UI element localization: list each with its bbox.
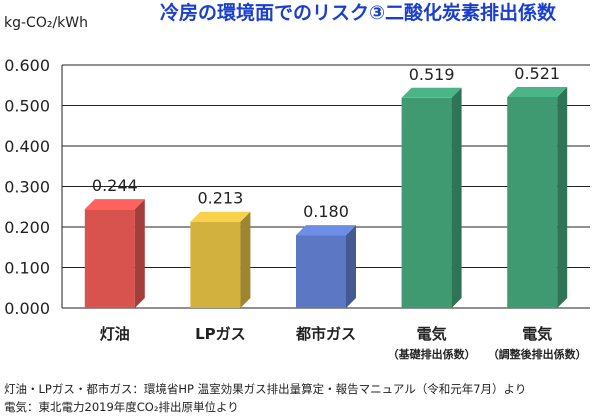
y-tick-label: 0.600 [4,56,50,75]
bar-1 [84,199,145,308]
bar-top [190,211,251,222]
bar-top [84,199,145,210]
bar-side [240,211,251,308]
y-tick-label: 0.300 [4,178,50,197]
y-tick-label: 0.500 [4,97,50,116]
bar-2 [190,211,251,308]
bar-front [84,209,135,308]
chart-title: 冷房の環境面でのリスク③二酸化炭素排出係数 [160,1,557,24]
bar-front [401,97,452,309]
category-label: 電気 [522,325,552,343]
y-tick-label: 0.100 [4,259,50,278]
bar-top [507,86,568,97]
bar-front [190,221,241,308]
bar-side [134,199,145,308]
category-sublabel: （調整後排出係数） [488,347,587,361]
bar-value-label: 0.521 [514,64,560,83]
bar-value-label: 0.180 [303,202,349,221]
footnote-1: 灯油・LPガス・都市ガス：環境省HP 温室効果ガス排出量算定・報告マニュアル（令… [4,382,526,396]
y-tick-labels: 0.000 0.100 0.200 0.300 0.400 0.500 0.600 [4,56,50,318]
bar-5 [507,86,568,309]
bar-top [296,225,356,236]
bar-value-label: 0.213 [197,189,243,208]
y-tick-label: 0.200 [4,218,50,237]
bar-value-label: 0.519 [409,65,455,84]
bar-value-label: 0.244 [92,176,138,195]
category-label: LPガス [195,325,246,343]
category-sublabel: （基礎排出係数） [388,347,476,361]
bar-side [346,225,356,308]
bar-side [557,86,568,309]
category-label: 都市ガス [295,325,356,343]
category-labels: 灯油 LPガス 都市ガス 電気 （基礎排出係数） 電気 （調整後排出係数） [100,325,587,361]
bar-front [296,235,346,308]
bars: 0.244 0.213 0.180 0.519 0.521 [84,64,568,309]
bar-side [451,87,462,309]
footnote-2: 電気：東北電力2019年度CO₂排出原単位より [4,400,239,414]
bar-3 [296,225,356,308]
bar-top [401,87,462,98]
category-label: 灯油 [100,325,130,343]
y-tick-label: 0.400 [4,137,50,156]
y-axis-unit-label: kg-CO₂/kWh [4,15,88,31]
category-label: 電気 [417,325,447,343]
bar-4 [401,87,462,309]
bar-front [507,96,558,309]
y-tick-label: 0.000 [4,299,50,318]
